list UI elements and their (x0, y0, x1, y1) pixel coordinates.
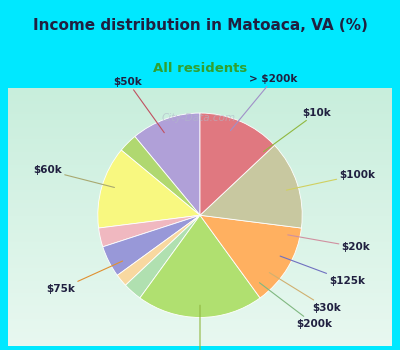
Text: $40k: $40k (186, 305, 214, 350)
Wedge shape (98, 150, 200, 228)
Text: City-Data.com: City-Data.com (162, 113, 236, 123)
Text: $125k: $125k (280, 256, 365, 286)
Text: $100k: $100k (286, 170, 375, 190)
Wedge shape (140, 215, 260, 317)
Text: $10k: $10k (264, 108, 331, 152)
Text: $60k: $60k (33, 166, 114, 188)
Wedge shape (126, 215, 200, 298)
Text: > $200k: > $200k (230, 74, 298, 131)
Text: $50k: $50k (114, 77, 164, 133)
Text: $200k: $200k (260, 283, 332, 329)
Wedge shape (200, 145, 302, 228)
Wedge shape (200, 215, 301, 298)
Text: Income distribution in Matoaca, VA (%): Income distribution in Matoaca, VA (%) (32, 18, 368, 33)
Text: $20k: $20k (288, 235, 370, 252)
Wedge shape (200, 113, 274, 215)
Wedge shape (121, 136, 200, 215)
Wedge shape (135, 113, 200, 215)
Text: $75k: $75k (46, 261, 122, 294)
Text: $30k: $30k (269, 273, 340, 313)
Wedge shape (103, 215, 200, 275)
Wedge shape (99, 215, 200, 247)
Wedge shape (117, 215, 200, 285)
Text: All residents: All residents (153, 62, 247, 75)
